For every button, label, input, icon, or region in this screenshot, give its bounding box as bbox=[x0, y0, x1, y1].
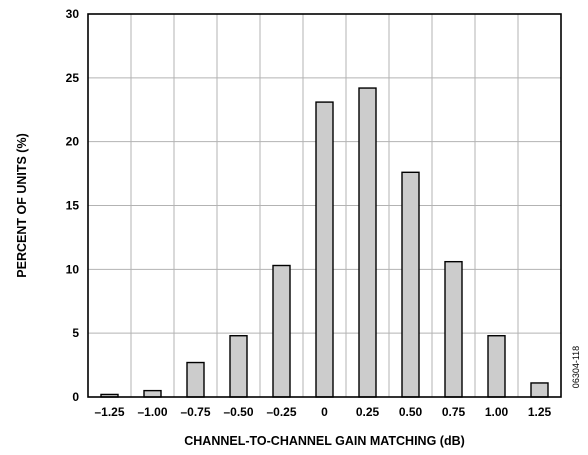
bar bbox=[272, 264, 291, 398]
x-tick-label: –0.50 bbox=[223, 405, 253, 419]
y-tick-label: 0 bbox=[72, 390, 79, 404]
y-axis-title: PERCENT OF UNITS (%) bbox=[15, 133, 29, 277]
x-axis-title: CHANNEL-TO-CHANNEL GAIN MATCHING (dB) bbox=[184, 434, 465, 448]
x-tick-label: 1.25 bbox=[528, 405, 552, 419]
y-tick-label: 20 bbox=[66, 135, 80, 149]
bar bbox=[401, 171, 420, 398]
y-tick-label: 10 bbox=[66, 262, 80, 276]
y-tick-label: 15 bbox=[66, 199, 80, 213]
x-tick-label: 0.25 bbox=[356, 405, 380, 419]
bar bbox=[315, 101, 334, 398]
bar bbox=[143, 389, 162, 398]
bar bbox=[444, 260, 463, 398]
x-tick-label: 1.00 bbox=[485, 405, 509, 419]
plot-frame bbox=[87, 13, 562, 398]
x-tick-labels: –1.25 –1.00 –0.75 –0.50 –0.25 0 0.25 0.50 0.75 1.… bbox=[94, 405, 551, 419]
y-tick-label: 25 bbox=[66, 71, 80, 85]
bar bbox=[229, 335, 248, 398]
x-tick-label: –1.25 bbox=[94, 405, 124, 419]
y-tick-label: 30 bbox=[66, 7, 80, 21]
bar bbox=[186, 361, 205, 398]
x-tick-label: 0.50 bbox=[399, 405, 423, 419]
x-tick-label: –1.00 bbox=[137, 405, 167, 419]
bar bbox=[487, 335, 506, 398]
x-tick-label: 0.75 bbox=[442, 405, 466, 419]
y-tick-label: 5 bbox=[72, 326, 79, 340]
x-tick-label: –0.25 bbox=[266, 405, 296, 419]
bar bbox=[358, 87, 377, 398]
bar-group bbox=[100, 87, 549, 398]
x-tick-label: 0 bbox=[321, 405, 328, 419]
figure-code-label: 06304-118 bbox=[571, 346, 581, 388]
y-tick-labels: 0 5 10 15 20 25 30 bbox=[66, 7, 80, 404]
bar bbox=[530, 382, 549, 398]
x-tick-label: –0.75 bbox=[180, 405, 210, 419]
